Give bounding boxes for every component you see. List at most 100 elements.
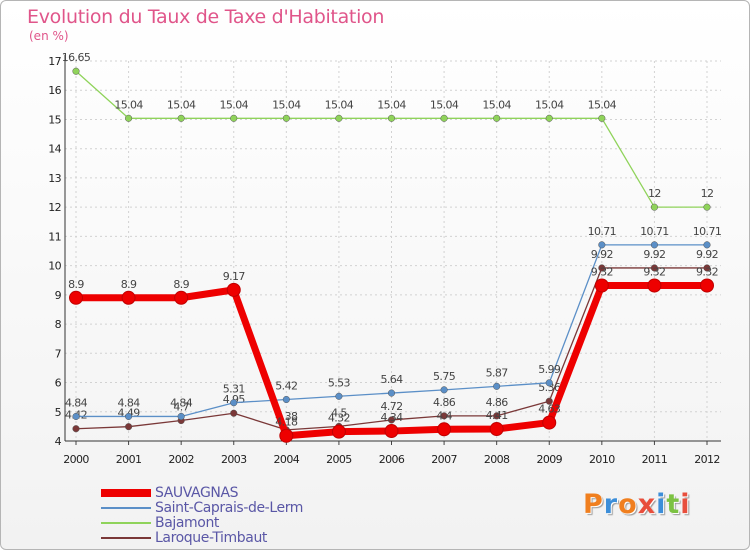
data-label-sauvagnas: 8.9 xyxy=(173,278,189,291)
data-label-saint-caprais-de-lerm: 4.84 xyxy=(118,396,141,409)
data-point-sauvagnas xyxy=(384,424,399,439)
data-label-sauvagnas: 8.9 xyxy=(121,278,137,291)
y-tick-label: 15 xyxy=(48,113,61,126)
data-point-sauvagnas xyxy=(437,422,452,437)
data-label-sauvagnas: 4.32 xyxy=(328,412,350,425)
data-point-bajamont xyxy=(387,114,396,122)
y-tick-label: 16 xyxy=(48,84,61,97)
data-point-saint-caprais-de-lerm xyxy=(230,399,238,407)
data-point-laroque-timbaut xyxy=(440,412,448,420)
legend-label: Laroque-Timbaut xyxy=(155,529,268,546)
logo-letter: P xyxy=(583,489,604,520)
data-point-saint-caprais-de-lerm xyxy=(545,379,553,387)
data-point-sauvagnas xyxy=(594,278,609,293)
legend-swatch xyxy=(101,506,151,509)
data-label-sauvagnas: 4.18 xyxy=(275,416,298,429)
data-label-bajamont: 15.04 xyxy=(482,98,511,111)
data-point-laroque-timbaut xyxy=(387,416,396,424)
data-point-laroque-timbaut xyxy=(125,423,133,431)
data-label-bajamont: 15.04 xyxy=(114,98,143,111)
data-point-saint-caprais-de-lerm xyxy=(282,395,290,404)
legend-swatch xyxy=(101,536,151,539)
chart-legend: SAUVAGNAS Saint-Caprais-de-Lerm Bajamont La… xyxy=(101,484,303,546)
data-label-sauvagnas: 9.32 xyxy=(696,265,718,278)
y-tick-label: 10 xyxy=(48,260,61,273)
logo-letter: i xyxy=(680,489,691,520)
data-label-saint-caprais-de-lerm: 10.71 xyxy=(588,225,617,238)
data-point-laroque-timbaut xyxy=(703,264,711,272)
data-point-bajamont xyxy=(545,114,553,122)
data-label-saint-caprais-de-lerm: 10.71 xyxy=(693,225,722,238)
data-label-saint-caprais-de-lerm: 5.53 xyxy=(328,376,351,389)
data-label-saint-caprais-de-lerm: 5.99 xyxy=(538,363,561,376)
data-point-bajamont xyxy=(125,114,133,122)
data-label-laroque-timbaut: 9.92 xyxy=(643,248,665,261)
data-point-bajamont xyxy=(72,67,80,75)
y-tick-label: 8 xyxy=(55,318,62,331)
x-tick-label: 2010 xyxy=(589,453,615,466)
data-label-sauvagnas: 8.9 xyxy=(68,278,84,291)
data-label-saint-caprais-de-lerm: 4.84 xyxy=(170,396,193,409)
data-label-sauvagnas: 4.63 xyxy=(538,403,561,416)
data-point-bajamont xyxy=(440,114,448,122)
data-label-saint-caprais-de-lerm: 10.71 xyxy=(640,225,669,238)
data-point-sauvagnas xyxy=(331,424,346,439)
legend-label: Bajamont xyxy=(155,514,220,531)
data-point-sauvagnas xyxy=(174,290,189,305)
data-label-bajamont: 15.04 xyxy=(535,98,564,111)
data-label-bajamont: 15.04 xyxy=(220,98,249,111)
data-point-laroque-timbaut xyxy=(650,264,658,272)
data-label-saint-caprais-de-lerm: 5.87 xyxy=(486,366,509,379)
data-label-bajamont: 16.65 xyxy=(62,51,91,64)
logo-letter: t xyxy=(666,489,681,520)
data-label-sauvagnas: 4.34 xyxy=(380,411,403,424)
legend-label: SAUVAGNAS xyxy=(155,484,239,501)
y-tick-label: 14 xyxy=(48,143,61,156)
legend-swatch xyxy=(101,521,151,524)
data-label-bajamont: 15.04 xyxy=(430,98,459,111)
y-tick-label: 4 xyxy=(55,435,62,448)
proxiti-logo: Proxiti xyxy=(583,489,691,520)
y-tick-label: 9 xyxy=(55,289,62,302)
data-point-bajamont xyxy=(177,114,185,122)
x-tick-label: 2004 xyxy=(274,453,300,466)
data-label-sauvagnas: 4.41 xyxy=(486,409,508,422)
data-point-saint-caprais-de-lerm xyxy=(177,412,185,420)
data-point-saint-caprais-de-lerm xyxy=(440,386,448,394)
y-tick-label: 11 xyxy=(48,230,61,243)
legend-swatch xyxy=(101,488,151,497)
data-label-laroque-timbaut: 4.86 xyxy=(486,396,509,409)
legend-item: Saint-Caprais-de-Lerm xyxy=(101,500,303,516)
data-label-laroque-timbaut: 9.92 xyxy=(696,248,718,261)
data-point-saint-caprais-de-lerm xyxy=(493,382,501,390)
data-label-saint-caprais-de-lerm: 4.84 xyxy=(65,396,88,409)
data-point-sauvagnas xyxy=(700,278,714,293)
data-point-laroque-timbaut xyxy=(598,264,606,272)
data-point-bajamont xyxy=(230,114,238,122)
data-point-bajamont xyxy=(598,114,606,122)
data-point-sauvagnas xyxy=(489,422,504,437)
logo-letter: o xyxy=(618,489,638,520)
data-label-laroque-timbaut: 4.72 xyxy=(380,400,402,413)
data-label-saint-caprais-de-lerm: 5.64 xyxy=(380,373,403,386)
data-label-saint-caprais-de-lerm: 5.31 xyxy=(223,383,245,396)
data-point-saint-caprais-de-lerm xyxy=(598,241,606,249)
data-point-sauvagnas xyxy=(647,278,662,293)
chart-subtitle: (en %) xyxy=(29,29,69,43)
data-label-sauvagnas: 4.4 xyxy=(436,409,452,422)
legend-item: Laroque-Timbaut xyxy=(101,529,303,546)
data-point-laroque-timbaut xyxy=(493,412,501,420)
y-tick-label: 17 xyxy=(48,55,61,68)
data-label-laroque-timbaut: 5.36 xyxy=(538,381,561,394)
data-label-laroque-timbaut: 4.86 xyxy=(433,396,456,409)
data-point-laroque-timbaut xyxy=(72,425,80,433)
data-point-saint-caprais-de-lerm xyxy=(72,412,80,420)
data-label-sauvagnas: 9.32 xyxy=(643,265,665,278)
data-point-saint-caprais-de-lerm xyxy=(650,241,658,249)
data-point-bajamont xyxy=(335,114,343,122)
x-tick-label: 2000 xyxy=(63,453,89,466)
data-point-bajamont xyxy=(493,114,501,122)
data-label-bajamont: 15.04 xyxy=(167,98,196,111)
